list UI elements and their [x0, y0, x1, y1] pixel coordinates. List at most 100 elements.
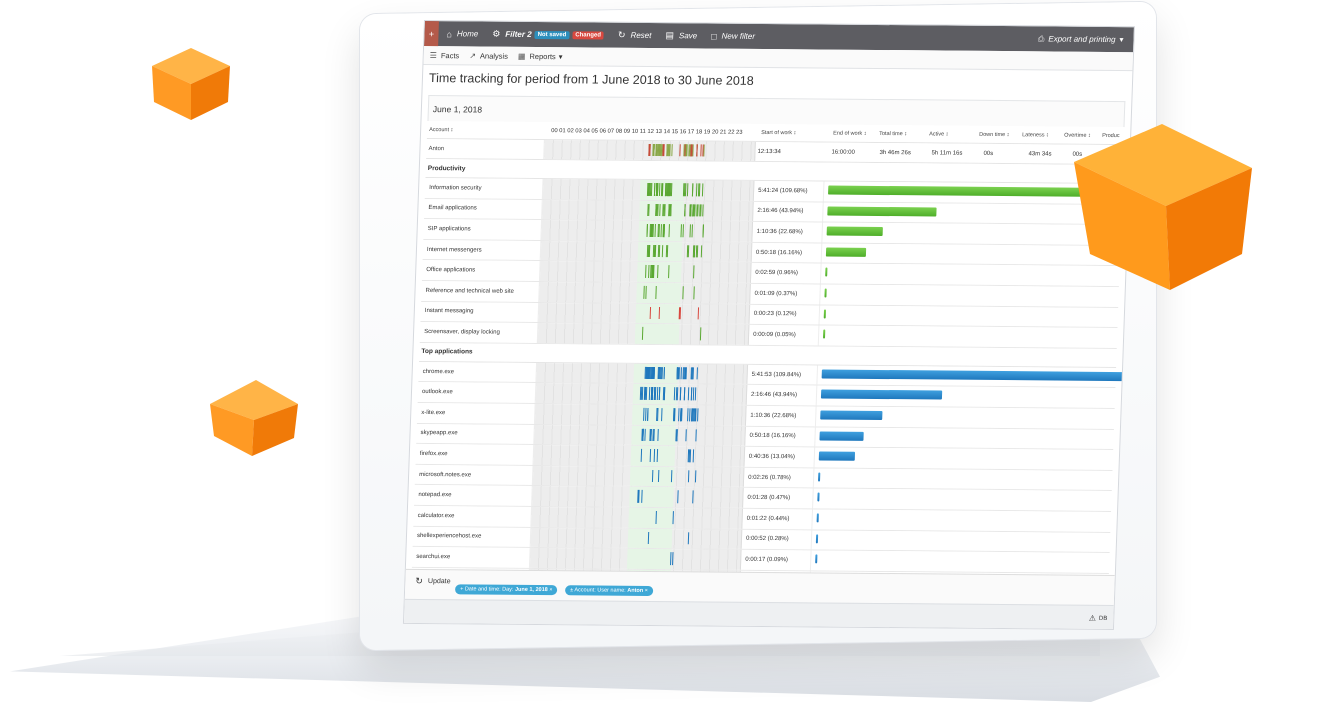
header-account-label: Account [429, 126, 450, 133]
row-timeline [537, 323, 750, 345]
row-bar-cell [811, 550, 1110, 572]
update-button[interactable]: ↻ Update [415, 576, 451, 587]
filter-label: Filter 2 [505, 29, 532, 39]
header-start[interactable]: Start of work ↕ [761, 129, 797, 136]
report-icon: ▦ [517, 51, 526, 61]
filter-chip-account[interactable]: ± Account: User name: Anton × [564, 585, 654, 596]
filter-button[interactable]: ⚙ Filter 2 Not saved Changed [492, 29, 605, 41]
header-active[interactable]: Active ↕ [929, 130, 949, 138]
row-name: skypeapp.exe [416, 423, 535, 445]
productivity-rows: Information security 5:41:24 (109.68%) Ema… [419, 178, 1123, 349]
new-filter-button[interactable]: □ New filter [711, 31, 755, 41]
row-timeline [533, 445, 746, 467]
row-name: Office applications [421, 260, 541, 281]
tab-analysis[interactable]: ↗ Analysis [469, 51, 508, 60]
row-duration: 1:10:36 (22.68%) [745, 405, 817, 426]
row-duration: 0:02:59 (0.96%) [750, 263, 822, 284]
account-active: 5h 11m 16s [931, 149, 963, 157]
header-downtime[interactable]: Down time ↕ [979, 131, 1010, 138]
row-duration: 0:00:17 (0.09%) [740, 549, 812, 571]
db-status[interactable]: ⚠ DB [1089, 614, 1108, 623]
header-total[interactable]: Total time ↕ [879, 130, 908, 137]
tab-analysis-label: Analysis [479, 50, 509, 61]
chip-date-value: June 1, 2018 [514, 586, 548, 594]
row-duration: 0:00:23 (0.12%) [749, 304, 821, 325]
row-duration: 2:16:46 (43.94%) [753, 201, 824, 222]
row-name: Instant messaging [420, 301, 540, 323]
row-name: shellexperiencehost.exe [412, 526, 532, 548]
row-timeline [542, 179, 755, 201]
save-button[interactable]: ▤ Save [665, 30, 697, 41]
row-timeline [539, 281, 751, 304]
duration-bar [820, 410, 883, 420]
home-label: Home [456, 29, 479, 39]
save-icon: ▤ [665, 30, 675, 41]
line-chart-icon: ↗ [469, 50, 477, 60]
duration-bar [818, 451, 855, 461]
export-printing-button[interactable]: ⎙ Export and printing ▾ [1038, 34, 1124, 45]
row-timeline [529, 548, 742, 570]
row-name: firefox.exe [415, 444, 535, 465]
row-duration: 0:40:36 (13.04%) [744, 446, 816, 468]
report-table: Account ↕ 00 01 02 03 04 05 06 07 08 09 … [411, 121, 1125, 595]
row-timeline [530, 527, 743, 549]
add-icon[interactable]: + [424, 21, 439, 47]
filter-chip-date[interactable]: + Date and time: Day: June 1, 2018 × [454, 584, 558, 596]
reset-label: Reset [630, 30, 652, 40]
header-downtime-label: Down time [979, 131, 1006, 138]
update-label: Update [427, 578, 451, 586]
changed-badge: Changed [572, 30, 605, 40]
row-name: Internet messengers [422, 239, 542, 261]
duration-bar [817, 492, 820, 502]
row-duration: 0:01:22 (0.44%) [742, 508, 814, 529]
header-start-label: Start of work [761, 129, 793, 136]
header-end[interactable]: End of work ↕ [833, 130, 867, 137]
refresh-icon: ↻ [415, 575, 424, 586]
header-end-label: End of work [833, 130, 863, 137]
row-timeline [541, 220, 754, 242]
duration-bar [820, 389, 942, 400]
reset-button[interactable]: ↻ Reset [618, 30, 652, 41]
row-name: notepad.exe [414, 485, 533, 506]
row-duration: 0:00:09 (0.05%) [748, 324, 820, 346]
row-timeline [535, 383, 748, 405]
new-file-icon: □ [711, 31, 717, 42]
duration-bar [824, 288, 827, 298]
orange-cube-icon-right [1074, 124, 1252, 290]
row-name: outlook.exe [417, 382, 537, 403]
duration-bar [815, 533, 818, 543]
new-filter-label: New filter [721, 31, 756, 41]
chip-account-prefix: ± Account: User name: [570, 587, 626, 594]
duration-bar [815, 554, 817, 564]
row-name: Reference and technical web site [421, 280, 540, 302]
duration-bar [827, 206, 937, 217]
row-name: Information security [424, 178, 544, 199]
duration-bar [823, 309, 826, 319]
account-lateness: 43m 34s [1028, 150, 1052, 157]
row-name: SIP applications [423, 219, 543, 240]
row-bar-cell [817, 365, 1124, 387]
row-duration: 0:01:28 (0.47%) [743, 488, 814, 509]
row-duration: 0:02:26 (0.78%) [743, 467, 815, 488]
list-icon: ☰ [429, 50, 438, 60]
duration-bar [818, 472, 821, 482]
page-title: Time tracking for period from 1 June 201… [428, 71, 754, 88]
tab-facts[interactable]: ☰ Facts [430, 51, 460, 60]
row-timeline [532, 465, 745, 488]
row-bar-cell [819, 305, 1118, 327]
app-screen: + ⌂ Home ⚙ Filter 2 Not saved Changed ↻ … [402, 20, 1136, 631]
tab-reports[interactable]: ▦ Reports ▾ [518, 51, 563, 60]
header-account[interactable]: Account ↕ [429, 126, 454, 133]
row-bar-cell [816, 406, 1115, 428]
duration-bar [822, 329, 825, 339]
home-button[interactable]: ⌂ Home [446, 29, 478, 39]
orange-cube-icon-mid-left [210, 380, 298, 456]
header-lateness[interactable]: Lateness ↕ [1022, 131, 1049, 138]
account-end: 16:00:00 [831, 149, 855, 156]
header-lateness-label: Lateness [1022, 131, 1045, 138]
printer-icon: ⎙ [1037, 33, 1045, 43]
row-timeline [539, 261, 752, 283]
account-total: 3h 46m 26s [879, 149, 911, 156]
row-timeline [536, 362, 749, 385]
row-bar-cell [814, 468, 1113, 490]
